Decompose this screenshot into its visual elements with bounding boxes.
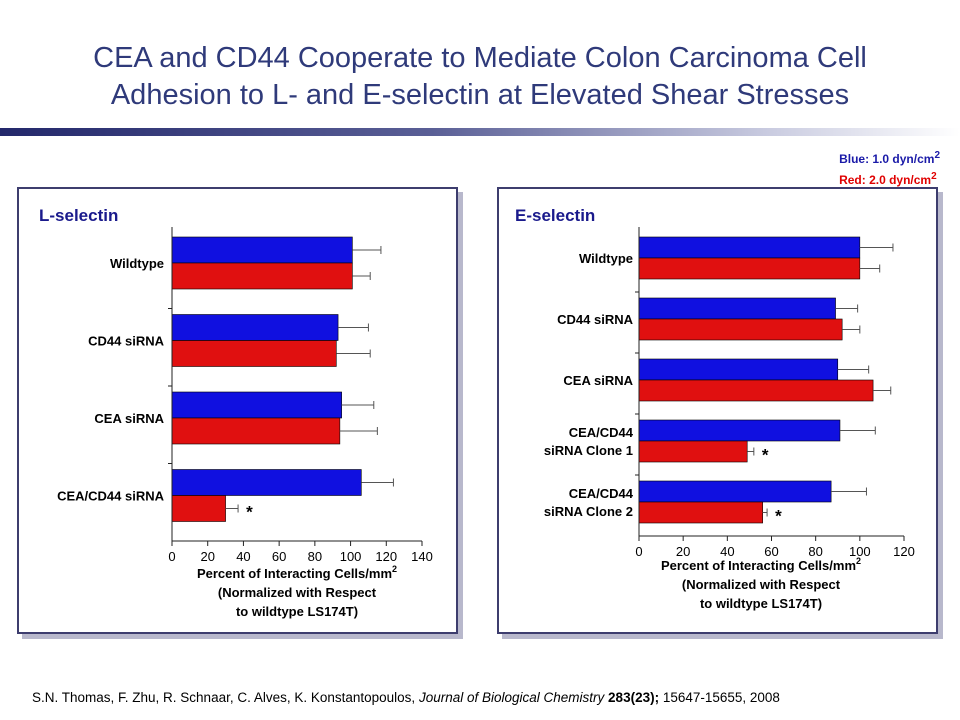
l-selectin-x-tick-label-3: 60 — [272, 549, 286, 564]
e-selectin-bar-red-1 — [638, 318, 843, 341]
slide-title-line-2: Adhesion to L- and E-selectin at Elevate… — [110, 79, 850, 111]
l-selectin-bar-blue-2 — [171, 391, 342, 419]
e-selectin-x-tick-label-4: 80 — [808, 544, 822, 559]
e-selectin-category-label-4-0: CEA/CD44 — [569, 486, 634, 501]
e-selectin-bar-blue-3 — [638, 419, 841, 442]
e-selectin-bar-blue-4 — [638, 480, 832, 503]
e-selectin-significance-4: * — [775, 507, 782, 526]
l-selectin-x-tick-label-1: 20 — [200, 549, 214, 564]
l-selectin-x-axis-label-2: to wildtype LS174T) — [236, 604, 358, 619]
citation-pages: 15647-15655, 2008 — [659, 690, 780, 705]
e-selectin-bar-red-0 — [638, 257, 861, 280]
e-selectin-x-tick-label-3: 60 — [764, 544, 778, 559]
l-selectin-bar-red-2 — [171, 417, 341, 445]
citation-volume: 283(23); — [604, 690, 660, 705]
l-selectin-x-tick-label-6: 120 — [375, 549, 397, 564]
e-selectin-category-label-3-1: siRNA Clone 1 — [544, 443, 633, 458]
e-selectin-bar-red-4 — [638, 501, 763, 524]
legend-blue-entry: Blue: 1.0 dyn/cm2 — [839, 147, 940, 168]
e-selectin-bar-red-2 — [638, 379, 874, 402]
e-selectin-x-axis-label-1: (Normalized with Respect — [682, 577, 841, 592]
e-selectin-bar-blue-2 — [638, 358, 839, 381]
citation-authors: S.N. Thomas, F. Zhu, R. Schnaar, C. Alve… — [32, 690, 419, 705]
l-selectin-chart-title: L-selectin — [39, 206, 118, 225]
e-selectin-x-tick-label-6: 120 — [893, 544, 915, 559]
e-selectin-x-tick-label-0: 0 — [635, 544, 642, 559]
legend-blue-label: Blue: — [839, 152, 870, 166]
shear-stress-legend: Blue: 1.0 dyn/cm2 Red: 2.0 dyn/cm2 — [839, 147, 940, 189]
l-selectin-x-tick-label-7: 140 — [411, 549, 433, 564]
l-selectin-x-tick-label-0: 0 — [168, 549, 175, 564]
l-selectin-x-tick-label-2: 40 — [236, 549, 250, 564]
legend-blue-value: 1.0 dyn/cm — [872, 152, 935, 166]
l-selectin-x-tick-label-5: 100 — [340, 549, 362, 564]
e-selectin-x-axis-label-superscript: 2 — [856, 556, 861, 566]
l-selectin-category-label-1: CD44 siRNA — [88, 334, 164, 349]
legend-red-value: 2.0 dyn/cm — [869, 173, 932, 187]
l-selectin-bar-blue-0 — [171, 236, 353, 264]
legend-red-superscript: 2 — [931, 171, 937, 182]
l-selectin-category-label-0: Wildtype — [110, 256, 164, 271]
e-selectin-bar-red-3 — [638, 440, 748, 463]
e-selectin-chart: E-selectin Wildtype CD44 siRNA CEA siRNA * CE… — [515, 206, 915, 611]
e-selectin-category-label-0: Wildtype — [579, 251, 633, 266]
e-selectin-x-tick-label-1: 20 — [676, 544, 690, 559]
e-selectin-x-tick-label-5: 100 — [849, 544, 871, 559]
slide-title: CEA and CD44 Cooperate to Mediate Colon … — [0, 40, 960, 114]
e-selectin-significance-3: * — [762, 446, 769, 465]
e-selectin-category-label-4-1: siRNA Clone 2 — [544, 504, 633, 519]
l-selectin-bar-red-0 — [171, 262, 353, 290]
slide-title-line-1: CEA and CD44 Cooperate to Mediate Colon … — [93, 42, 867, 74]
e-selectin-category-label-1: CD44 siRNA — [557, 312, 633, 327]
l-selectin-category-label-3: CEA/CD44 siRNA — [57, 489, 165, 504]
l-selectin-x-axis-label-1: (Normalized with Respect — [218, 585, 377, 600]
l-selectin-x-axis-label-superscript: 2 — [392, 564, 397, 574]
citation-journal: Journal of Biological Chemistry — [418, 690, 605, 705]
l-selectin-x-axis-label-0: Percent of Interacting Cells/mm2 — [197, 564, 397, 581]
e-selectin-panel: E-selectin Wildtype CD44 siRNA CEA siRNA * CE… — [497, 187, 938, 634]
l-selectin-panel: L-selectin Wildtype CD44 siRNA CEA siRNA * CE… — [17, 187, 458, 634]
e-selectin-bar-blue-1 — [638, 297, 836, 320]
e-selectin-bar-blue-0 — [638, 236, 861, 259]
legend-blue-superscript: 2 — [934, 150, 940, 161]
l-selectin-bar-red-3 — [171, 495, 226, 522]
e-selectin-x-axis-label-2: to wildtype LS174T) — [700, 596, 822, 611]
citation: S.N. Thomas, F. Zhu, R. Schnaar, C. Alve… — [32, 690, 780, 705]
title-divider — [0, 128, 960, 136]
l-selectin-bar-blue-3 — [171, 469, 362, 496]
l-selectin-category-label-2: CEA siRNA — [94, 411, 164, 426]
e-selectin-category-label-2: CEA siRNA — [563, 373, 633, 388]
l-selectin-significance-3: * — [246, 503, 253, 522]
e-selectin-category-label-3-0: CEA/CD44 — [569, 425, 634, 440]
l-selectin-chart: L-selectin Wildtype CD44 siRNA CEA siRNA * CE… — [39, 206, 433, 619]
e-selectin-chart-title: E-selectin — [515, 206, 595, 225]
l-selectin-bar-red-1 — [171, 340, 337, 367]
l-selectin-bar-blue-1 — [171, 314, 339, 341]
e-selectin-x-tick-label-2: 40 — [720, 544, 734, 559]
legend-red-entry: Red: 2.0 dyn/cm2 — [839, 168, 940, 189]
e-selectin-x-axis-label-0: Percent of Interacting Cells/mm2 — [661, 556, 861, 573]
l-selectin-x-tick-label-4: 80 — [308, 549, 322, 564]
legend-red-label: Red: — [839, 173, 866, 187]
